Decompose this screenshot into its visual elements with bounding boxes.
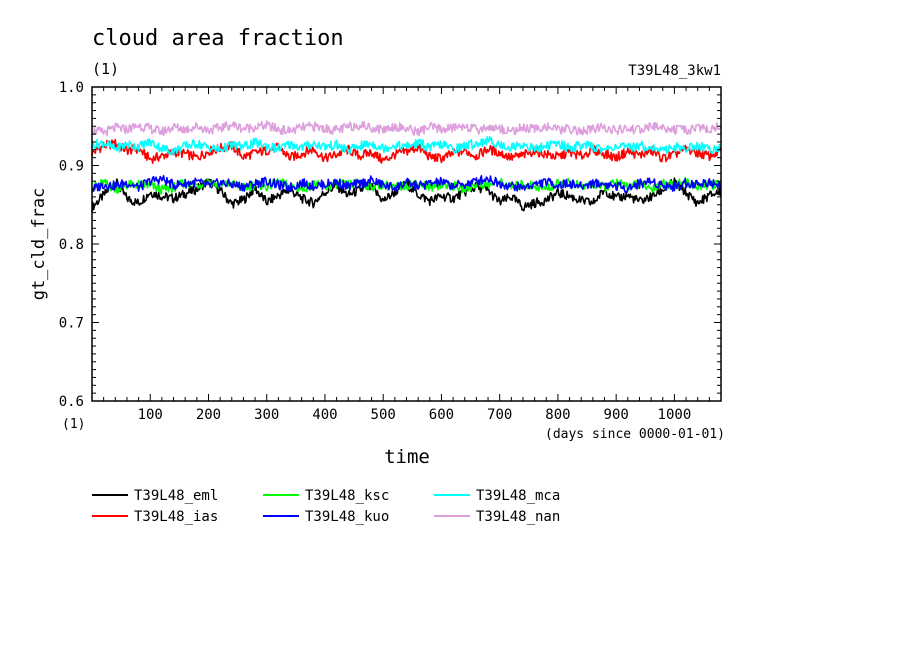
series-line-T39L48_nan [91,120,722,137]
x-tick-label: 1000 [658,407,692,423]
y-tick-label: 0.7 [59,316,84,332]
series-line-T39L48_ias [91,138,722,164]
legend-label: T39L48_mca [476,488,560,504]
legend-label: T39L48_ksc [305,488,389,504]
x-tick-label: 800 [545,407,570,423]
y-tick-label: 1.0 [59,80,84,96]
x-axis-label: time [384,446,430,468]
x-tick-label: 300 [254,407,279,423]
series-line-T39L48_kuo [91,175,722,194]
x-tick-label: 200 [196,407,221,423]
y-axis-label: gt_cld_frac [29,188,49,301]
series-layer [91,120,722,212]
x-tick-label: 500 [371,407,396,423]
plot-frame [91,86,722,402]
x-tick-label: 100 [138,407,163,423]
units-label: (1) [92,60,119,78]
legend-label: T39L48_kuo [305,509,389,525]
legend-label: T39L48_nan [476,509,560,525]
x-units-label: (days since 0000-01-01) [545,427,725,442]
y-tick-label: 0.9 [59,159,84,175]
legend-label: T39L48_eml [134,488,218,504]
x-units-corner-label: (1) [62,417,85,432]
y-tick-label: 0.8 [59,237,84,253]
run-label: T39L48_3kw1 [628,63,721,79]
series-line-T39L48_mca [91,135,722,156]
legend: T39L48_eml T39L48_ksc T39L48_mca T39L48_ias… [92,488,560,525]
x-tick-label: 400 [312,407,337,423]
x-tick-label: 700 [487,407,512,423]
legend-label: T39L48_ias [134,509,218,525]
x-tick-label: 900 [604,407,629,423]
x-tick-label: 600 [429,407,454,423]
y-tick-label: 0.6 [59,394,84,410]
chart-title: cloud area fraction [92,26,344,51]
